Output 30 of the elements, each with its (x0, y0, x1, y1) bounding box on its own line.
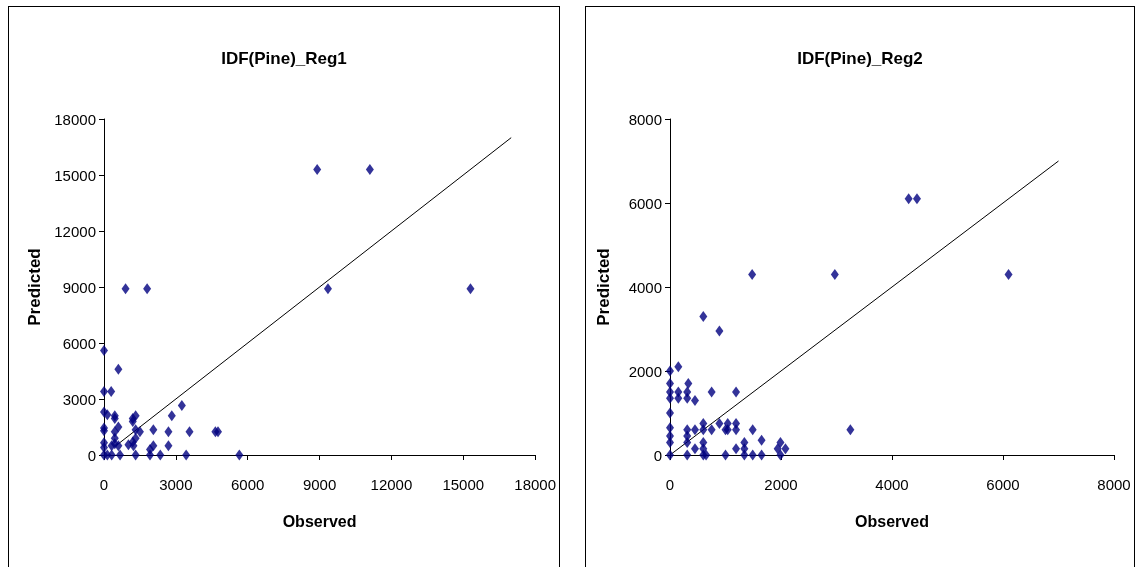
y-tick-label: 0 (87, 446, 96, 464)
y-tick-label: 2000 (628, 362, 662, 380)
y-tick-label: 9000 (62, 278, 96, 296)
x-tick-label: 2000 (764, 476, 798, 493)
y-tick-label: 12000 (54, 222, 96, 240)
x-axis-title: Observed (282, 512, 357, 530)
x-tick-label: 18000 (514, 476, 556, 493)
x-tick-label: 12000 (370, 476, 413, 493)
x-axis-title: Observed (855, 512, 929, 530)
y-tick-label: 6000 (628, 194, 662, 212)
y-tick-label: 18000 (54, 110, 96, 128)
y-tick-label: 4000 (628, 278, 662, 296)
chart-title: IDF(Pine)_Reg1 (221, 49, 347, 68)
x-tick-label: 0 (99, 476, 109, 493)
y-tick-label: 0 (653, 446, 662, 464)
y-axis-title: Predicted (25, 248, 45, 326)
x-tick-label: 6000 (986, 476, 1020, 493)
x-tick-label: 0 (665, 476, 675, 493)
y-tick-label: 3000 (62, 390, 96, 408)
x-tick-label: 6000 (231, 476, 265, 493)
y-tick-label: 6000 (62, 334, 96, 352)
chart-title: IDF(Pine)_Reg2 (797, 49, 923, 68)
y-tick-label: 15000 (54, 166, 96, 184)
x-tick-label: 9000 (302, 476, 337, 493)
y-axis-title: Predicted (594, 248, 613, 326)
y-tick-label: 8000 (628, 110, 662, 128)
x-tick-label: 15000 (442, 476, 485, 493)
x-tick-label: 3000 (159, 476, 193, 493)
x-tick-label: 4000 (875, 476, 909, 493)
x-tick-label: 8000 (1097, 476, 1131, 493)
